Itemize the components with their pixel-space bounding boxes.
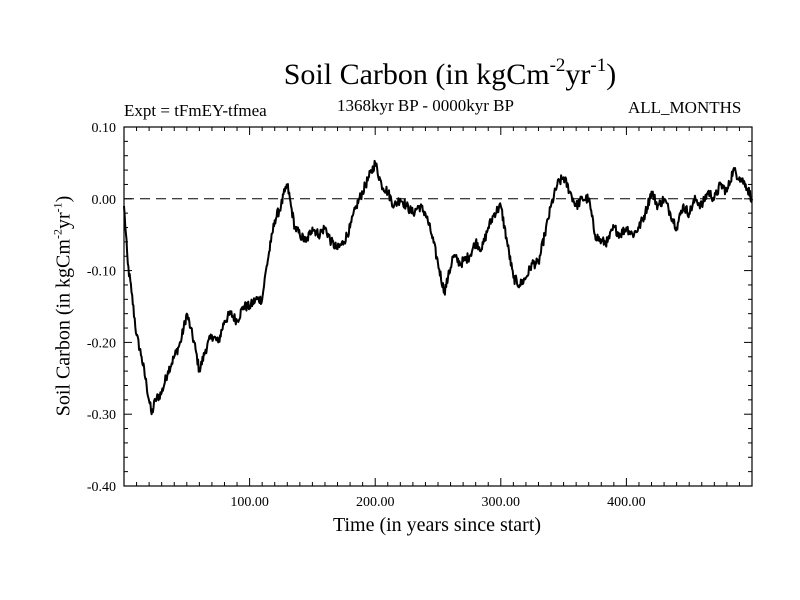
y-tick-label: 0.10 bbox=[92, 121, 117, 136]
chart-title: Soil Carbon (in kgCm-2yr-1) bbox=[283, 55, 617, 91]
x-axis-ticks: 100.00 200.00 300.00 400.00 bbox=[136, 127, 740, 510]
x-tick-label: 300.00 bbox=[482, 495, 521, 510]
x-axis-label: Time (in years since start) bbox=[332, 514, 542, 536]
y-tick-label: -0.20 bbox=[87, 336, 116, 351]
y-axis-ticks: -0.40 -0.30 -0.20 -0.10 0.00 0.10 bbox=[87, 121, 752, 495]
months-label: ALL_MONTHS bbox=[628, 98, 742, 117]
experiment-label: Expt = tFmEY-tfmea bbox=[124, 101, 267, 120]
soil-carbon-series-line bbox=[123, 159, 753, 416]
y-tick-label: 0.00 bbox=[92, 193, 117, 208]
y-tick-label: -0.10 bbox=[87, 265, 116, 280]
period-label: 1368kyr BP - 0000kyr BP bbox=[337, 96, 514, 115]
x-tick-label: 100.00 bbox=[230, 495, 269, 510]
plot-frame bbox=[123, 126, 753, 487]
y-tick-label: -0.40 bbox=[87, 480, 116, 495]
x-tick-label: 400.00 bbox=[607, 495, 646, 510]
y-tick-label: -0.30 bbox=[87, 408, 116, 423]
y-axis-label: Soil Carbon (in kgCm-2yr-1) bbox=[50, 195, 75, 417]
x-tick-label: 200.00 bbox=[356, 495, 395, 510]
